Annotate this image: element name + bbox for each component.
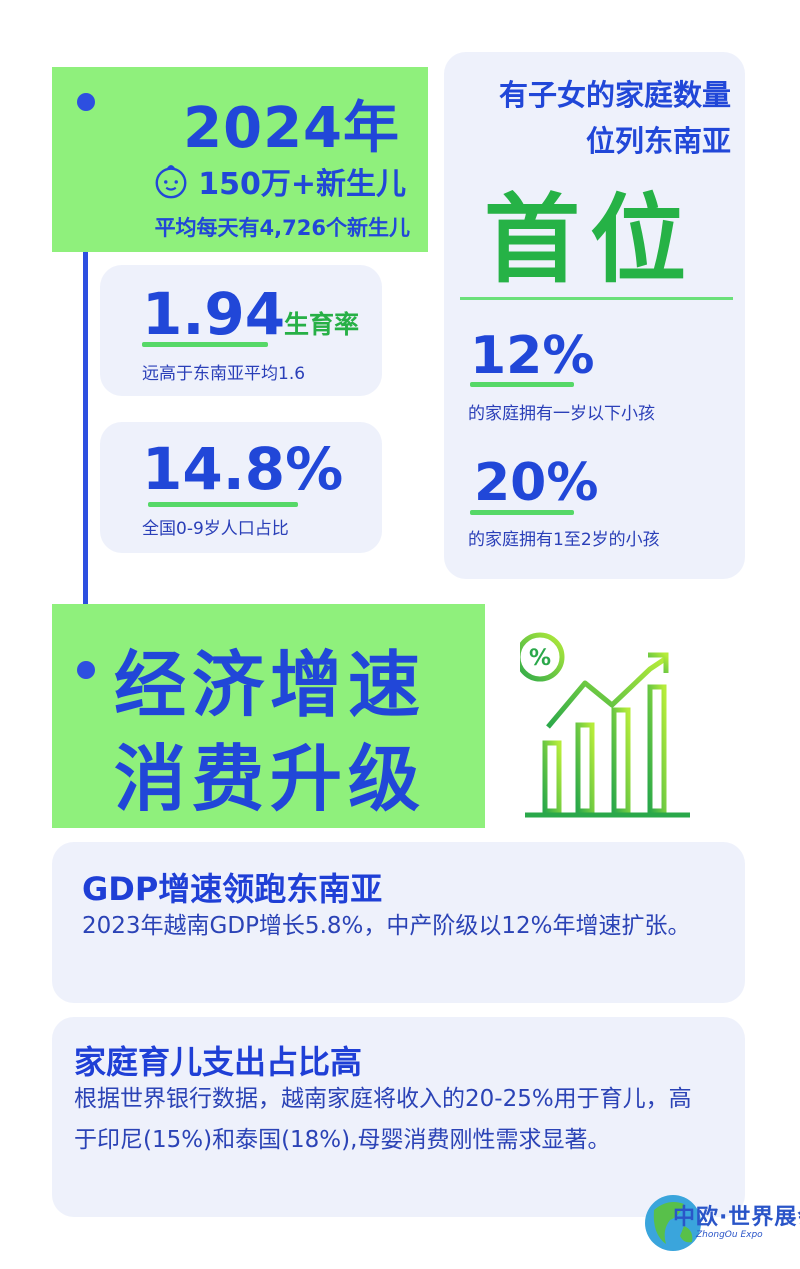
stat1-note: 的家庭拥有一岁以下小孩: [468, 404, 655, 424]
stat1-underline: [470, 382, 574, 387]
stat1-value: 12%: [470, 326, 595, 386]
household-divider: [460, 297, 733, 300]
gdp-title: GDP增速领跑东南亚: [82, 870, 383, 908]
newborn-count: 150万+新生儿: [198, 167, 406, 202]
household-rank: 首位: [484, 184, 696, 296]
childcare-title: 家庭育儿支出占比高: [74, 1043, 363, 1081]
household-card: 有子女的家庭数量 位列东南亚 首位 12% 的家庭拥有一岁以下小孩 20% 的家…: [444, 52, 745, 579]
logo-name: 中欧·世界展会: [673, 1205, 800, 1230]
newborn-row: 150万+新生儿: [152, 159, 406, 203]
percent-growth-chart-icon: %: [520, 632, 690, 818]
economy-title-1: 经济增速: [114, 643, 427, 727]
childcare-body: 根据世界银行数据，越南家庭将收入的20-25%用于育儿，高于印尼(15%)和泰国…: [74, 1086, 692, 1153]
fertility-value: 1.94: [142, 280, 286, 348]
economy-banner: 经济增速 消费升级: [52, 604, 485, 828]
births-banner: 2024年 150万+新生儿 平均每天有4,726个新生儿: [52, 67, 428, 252]
gdp-card: GDP增速领跑东南亚 2023年越南GDP增长5.8%，中产阶级以12%年增速扩…: [52, 842, 745, 1003]
timeline-dot-bottom: [77, 661, 95, 679]
fertility-card: 1.94 生育率 远高于东南亚平均1.6: [100, 265, 382, 396]
fertility-label: 生育率: [284, 310, 360, 339]
baby-face-icon: [155, 165, 187, 199]
economy-title-2: 消费升级: [114, 737, 427, 821]
household-heading-1: 有子女的家庭数量: [498, 78, 731, 112]
fertility-underline: [142, 342, 268, 347]
population-underline: [148, 502, 298, 507]
percent-symbol: %: [529, 646, 551, 671]
gdp-body: 2023年越南GDP增长5.8%，中产阶级以12%年增速扩张。: [82, 913, 691, 939]
globe-logo-icon: [645, 1195, 701, 1251]
stat2-value: 20%: [474, 453, 599, 513]
timeline-line: [83, 100, 88, 670]
stat2-note: 的家庭拥有1至2岁的小孩: [468, 530, 660, 550]
population-note: 全国0-9岁人口占比: [142, 519, 289, 539]
logo-subtitle: ZhongOu Expo: [696, 1230, 763, 1240]
fertility-note: 远高于东南亚平均1.6: [142, 364, 306, 384]
expo-logo: 中欧·世界展会 ZhongOu Expo: [640, 1188, 800, 1258]
population-card: 14.8% 全国0-9岁人口占比: [100, 422, 382, 553]
childcare-card: 家庭育儿支出占比高 根据世界银行数据，越南家庭将收入的20-25%用于育儿，高于…: [52, 1017, 745, 1217]
year-heading: 2024年: [183, 96, 400, 161]
population-value: 14.8%: [142, 435, 344, 503]
household-heading-2: 位列东南亚: [585, 124, 731, 158]
stat2-underline: [470, 510, 574, 515]
timeline-dot-top: [77, 93, 95, 111]
daily-births: 平均每天有4,726个新生儿: [154, 216, 410, 240]
